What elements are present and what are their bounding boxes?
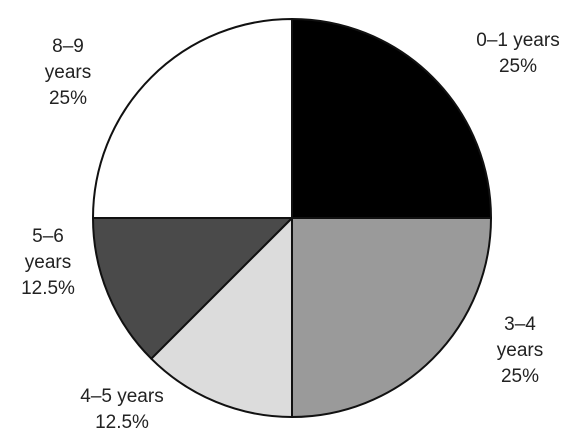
slice-label-line: years [45,62,91,83]
slice-label-line: 5–6 [32,226,64,247]
slice-label-line: 8–9 [52,36,84,57]
slice-label-line: 12.5% [95,412,149,433]
slice-label-2: 3–4 years 25% [497,314,543,387]
slice-label-line: 3–4 [504,314,536,335]
pie-labels: 0–1 years 25%3–4 years 25%4–5 years 12.5%5–6… [21,30,560,433]
slice-label-4: 5–6 years 12.5% [21,226,75,299]
slice-label-line: 4–5 years [80,386,163,407]
pie-slice-4 [92,217,293,360]
slice-label-line: 25% [501,366,539,387]
slice-label-3: 4–5 years 12.5% [80,386,163,433]
slice-label-line: years [25,252,71,273]
pie-slice-3 [150,217,293,418]
slice-label-line: 0–1 years [476,30,559,51]
slice-label-line: 12.5% [21,278,75,299]
slice-label-line: 25% [49,88,87,109]
slice-label-line: years [497,340,543,361]
pie-slices [92,18,492,418]
pie-slice-2 [291,217,492,418]
pie-slice-1 [291,18,492,219]
slice-label-5: 8–9 years 25% [45,36,91,109]
slice-label-1: 0–1 years 25% [476,30,559,77]
slice-label-line: 25% [499,56,537,77]
pie-slice-5 [92,18,293,219]
